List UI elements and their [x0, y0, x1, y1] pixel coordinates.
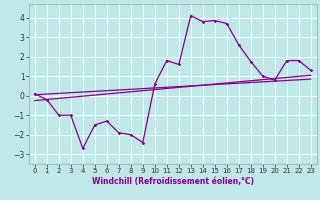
X-axis label: Windchill (Refroidissement éolien,°C): Windchill (Refroidissement éolien,°C) [92, 177, 254, 186]
